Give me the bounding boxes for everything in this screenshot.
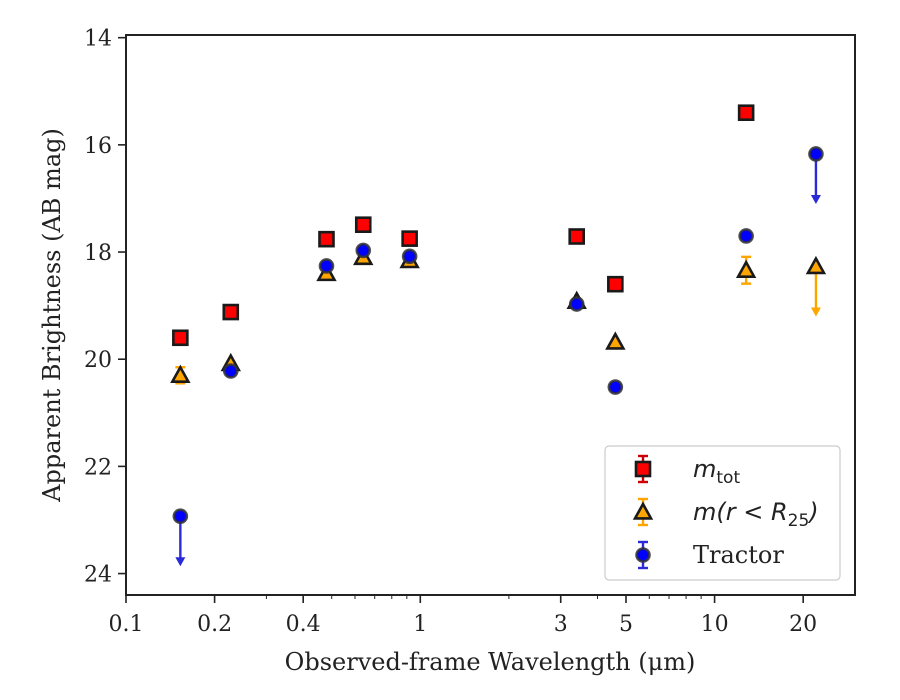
- data-point: [738, 228, 754, 244]
- x-axis-title: Observed-frame Wavelength (μm): [285, 648, 696, 676]
- data-point: [172, 508, 189, 525]
- y-tick-label: 16: [84, 134, 112, 159]
- x-tick-label: 3: [554, 612, 568, 637]
- data-point: [607, 275, 624, 293]
- legend-marker: [635, 547, 651, 563]
- data-point: [318, 258, 335, 274]
- legend-label: m(r < R25): [693, 498, 819, 531]
- legend: mtot m(r < R25) Tractor: [604, 445, 841, 581]
- data-point: [172, 329, 189, 347]
- data-point: [605, 331, 626, 350]
- y-tick-label: 18: [84, 241, 112, 266]
- data-point: [401, 248, 418, 265]
- x-tick-label: 0.2: [197, 612, 232, 637]
- x-tick-label: 1: [413, 612, 427, 637]
- x-tick-label: 20: [789, 612, 817, 637]
- legend-marker: [634, 460, 652, 478]
- data-point: [607, 379, 624, 395]
- y-tick-label: 20: [84, 348, 112, 373]
- plot-frame: [125, 34, 856, 596]
- series-square: [172, 104, 755, 347]
- data-point: [222, 303, 240, 321]
- data-point: [354, 216, 372, 234]
- upper-limit-head: [175, 557, 186, 567]
- y-tick-label: 24: [84, 563, 112, 588]
- data-point: [568, 228, 586, 245]
- data-point: [355, 242, 372, 259]
- data-point: [170, 364, 191, 383]
- upper-limit-head: [810, 194, 821, 204]
- legend-box: [604, 445, 841, 581]
- legend-label: Tractor: [693, 541, 784, 569]
- y-axis-title: Apparent Brightness (AB mag): [38, 128, 66, 503]
- data-point: [222, 363, 239, 379]
- y-tick-label: 22: [84, 455, 112, 480]
- x-tick-label: 10: [701, 612, 729, 637]
- data-point: [568, 296, 585, 312]
- data-point: [808, 146, 824, 162]
- data-point: [401, 230, 418, 247]
- data-point: [318, 230, 335, 248]
- x-tick-label: 5: [619, 612, 633, 637]
- x-tick-label: 0.1: [109, 612, 144, 637]
- upper-limit-head: [810, 307, 821, 317]
- y-tick-label: 14: [84, 27, 112, 52]
- legend-marker: [632, 501, 654, 520]
- x-tick-label: 0.4: [286, 612, 321, 637]
- data-point: [737, 104, 755, 122]
- series-triangle: [170, 246, 827, 385]
- series-circle: [172, 146, 824, 567]
- data-point: [805, 255, 827, 275]
- legend-label: mtot: [693, 455, 740, 488]
- axis-ticks: 0.1 0.2 0.4 1 3 5 10 20 14 16 18 20 22 24: [84, 27, 817, 637]
- data-point: [735, 259, 757, 278]
- data-marks: [170, 104, 827, 567]
